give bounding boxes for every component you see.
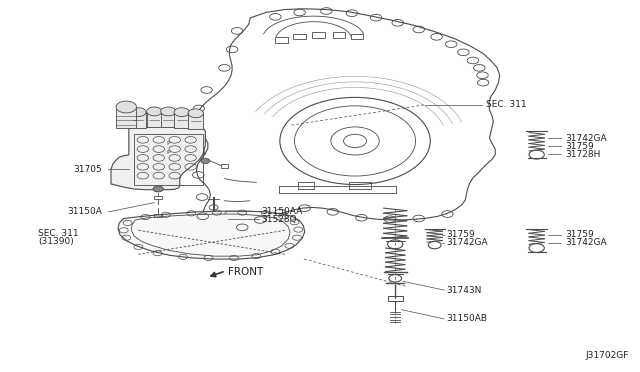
- Bar: [333, 32, 346, 38]
- Bar: [154, 214, 162, 217]
- Text: 31759: 31759: [565, 230, 594, 239]
- Text: 31742GA: 31742GA: [565, 134, 607, 142]
- Bar: [312, 32, 325, 38]
- Text: 31150AB: 31150AB: [446, 314, 487, 323]
- Bar: [131, 112, 146, 128]
- Text: 31742GA: 31742GA: [565, 238, 607, 247]
- Bar: [388, 296, 403, 301]
- Bar: [221, 164, 228, 167]
- Text: P: P: [166, 141, 170, 146]
- Circle shape: [188, 109, 204, 118]
- Text: FRONT: FRONT: [228, 267, 263, 277]
- Text: 31759: 31759: [565, 142, 594, 151]
- Circle shape: [161, 107, 176, 116]
- Text: J31702GF: J31702GF: [586, 350, 629, 360]
- Circle shape: [201, 158, 210, 163]
- Polygon shape: [118, 211, 305, 259]
- Text: 31742GA: 31742GA: [446, 238, 488, 247]
- Bar: [154, 196, 162, 199]
- Text: 31759: 31759: [446, 230, 475, 239]
- Text: SEC. 311: SEC. 311: [38, 230, 79, 238]
- Text: 31150A: 31150A: [67, 207, 102, 217]
- Bar: [275, 37, 288, 43]
- Text: 31705: 31705: [74, 165, 102, 174]
- Text: 31728H: 31728H: [565, 150, 601, 159]
- Text: 31528Q: 31528Q: [261, 215, 297, 224]
- Circle shape: [131, 108, 146, 116]
- Circle shape: [116, 101, 136, 113]
- Text: (31390): (31390): [38, 237, 74, 246]
- Text: SEC. 311: SEC. 311: [486, 100, 526, 109]
- Bar: [351, 33, 364, 39]
- Polygon shape: [111, 127, 205, 190]
- Bar: [161, 112, 176, 127]
- Circle shape: [147, 107, 162, 116]
- Bar: [134, 134, 203, 185]
- Circle shape: [174, 108, 189, 116]
- Bar: [188, 113, 204, 129]
- Bar: [174, 112, 189, 128]
- Text: 31150AA: 31150AA: [261, 207, 303, 217]
- Bar: [293, 33, 306, 39]
- Text: 31743N: 31743N: [446, 286, 481, 295]
- Bar: [147, 112, 162, 127]
- Bar: [116, 107, 136, 128]
- Circle shape: [153, 186, 163, 192]
- Text: P: P: [166, 150, 170, 155]
